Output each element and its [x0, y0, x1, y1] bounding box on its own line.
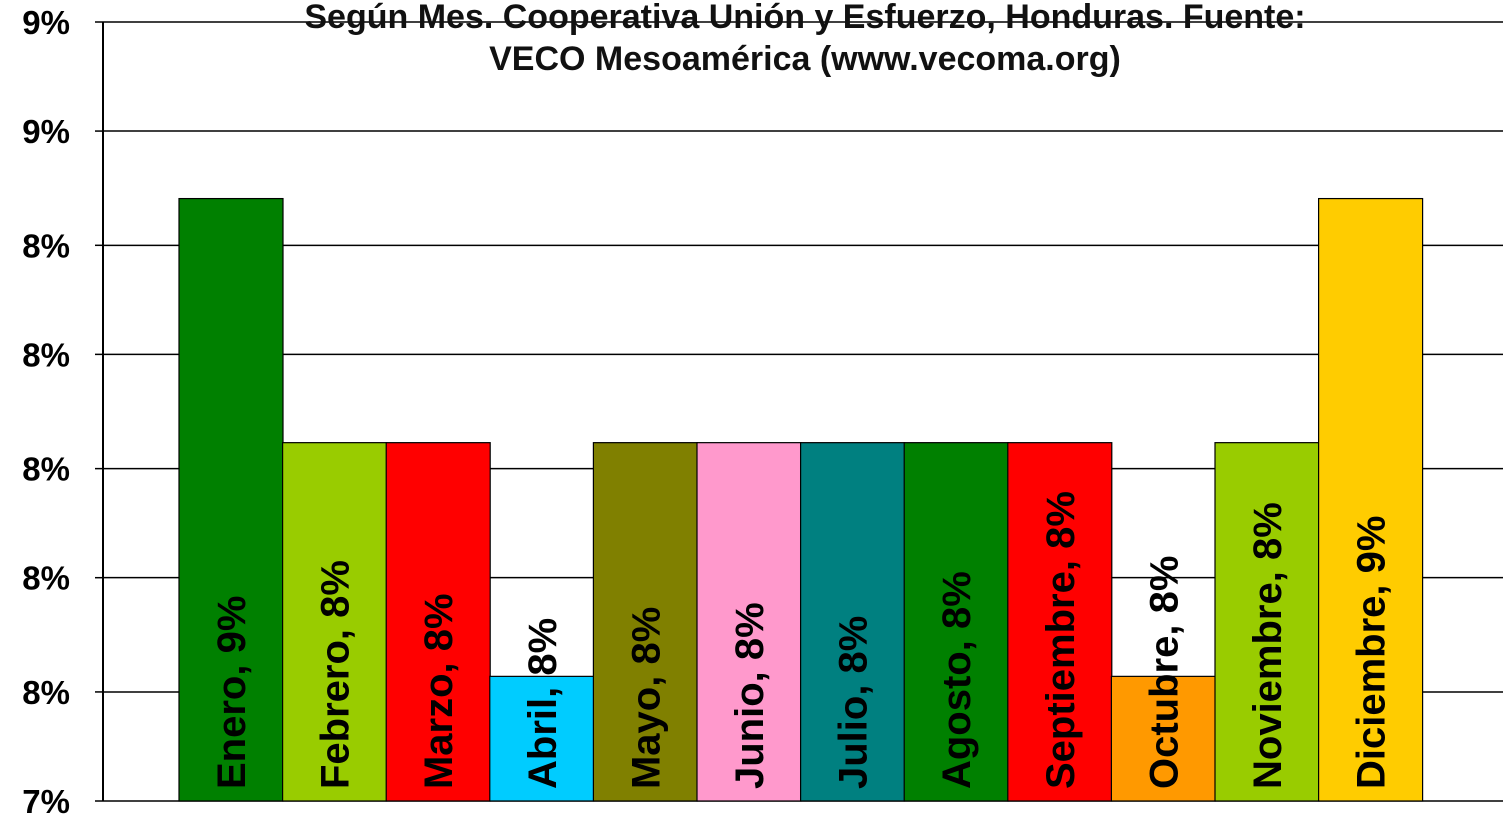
chart-title-line-2: VECO Mesoamérica (www.vecoma.org): [489, 40, 1121, 78]
data-label-noviembre: Noviembre, 8%: [1246, 502, 1290, 789]
y-tick-label: 7%: [22, 783, 70, 820]
data-label-febrero: Febrero, 8%: [314, 560, 358, 789]
y-tick-labels: 7% 8% 8% 8% 8% 8% 9% 9%: [22, 4, 70, 820]
data-label-marzo: Marzo, 8%: [417, 593, 461, 789]
bar-mayo: [592, 442, 699, 802]
y-tick-label: 9%: [22, 113, 70, 150]
y-tick-label: 8%: [22, 674, 70, 711]
y-tick-label: 8%: [22, 336, 70, 373]
data-label-junio: Junio, 8%: [728, 602, 772, 789]
chart-title-line-1: Según Mes. Cooperativa Unión y Esfuerzo,…: [304, 0, 1305, 36]
bar-abril: [489, 675, 595, 802]
bar-junio: [696, 442, 802, 802]
bar-noviembre: [1214, 442, 1320, 802]
bar-data-labels: Enero, 9% Febrero, 8% Marzo, 8% Abril, 8% Ma…: [210, 491, 1394, 789]
data-label-septiembre: Septiembre, 8%: [1039, 491, 1083, 789]
bar-octubre: [1110, 675, 1217, 802]
data-label-agosto: Agosto, 8%: [935, 571, 979, 789]
y-tick-label: 9%: [22, 4, 70, 41]
data-label-octubre: Octubre, 8%: [1142, 556, 1186, 789]
bar-enero: [178, 197, 284, 802]
bar-julio: [799, 442, 906, 802]
y-tick-label: 8%: [22, 451, 70, 488]
y-tick-label: 8%: [22, 560, 70, 597]
bar-diciembre: [1317, 197, 1424, 802]
bars: [178, 197, 1424, 802]
data-label-abril: Abril, 8%: [521, 618, 565, 789]
bar-septiembre: [1007, 442, 1113, 802]
data-label-julio: Julio, 8%: [832, 616, 876, 789]
data-label-enero: Enero, 9%: [210, 596, 254, 789]
bar-febrero: [282, 442, 388, 802]
bar-agosto: [903, 442, 1009, 802]
data-label-mayo: Mayo, 8%: [624, 607, 668, 789]
data-label-diciembre: Diciembre, 9%: [1350, 516, 1394, 789]
bar-marzo: [385, 442, 491, 802]
y-tick-label: 8%: [22, 227, 70, 264]
